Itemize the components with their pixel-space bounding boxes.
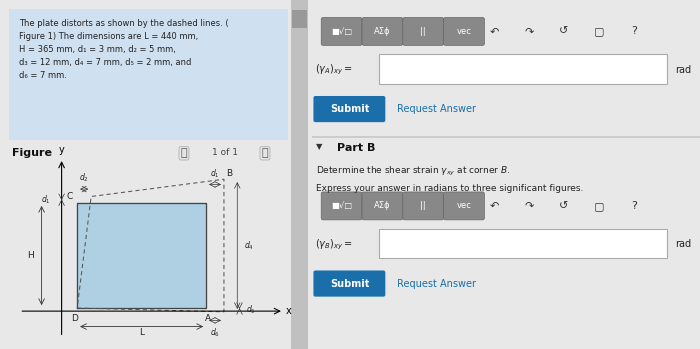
Text: B: B [226, 169, 232, 178]
FancyBboxPatch shape [314, 270, 385, 297]
FancyBboxPatch shape [292, 10, 307, 28]
FancyBboxPatch shape [402, 192, 444, 220]
Text: $d_1$: $d_1$ [41, 193, 50, 206]
Text: $d_6$: $d_6$ [210, 327, 220, 339]
Text: ↺: ↺ [559, 201, 568, 211]
Text: y: y [59, 145, 64, 155]
Text: Part B: Part B [337, 143, 375, 153]
FancyBboxPatch shape [321, 192, 362, 220]
Text: ■√□: ■√□ [331, 27, 352, 36]
Text: 〉: 〉 [262, 148, 268, 158]
Text: Express your answer in radians to three significant figures.: Express your answer in radians to three … [316, 184, 584, 193]
Text: L: L [139, 328, 144, 337]
FancyBboxPatch shape [321, 17, 362, 45]
Text: Figure: Figure [13, 148, 52, 158]
Text: D: D [71, 314, 78, 323]
Text: Request Answer: Request Answer [397, 104, 476, 114]
Text: AΣϕ: AΣϕ [374, 27, 391, 36]
Text: ||: || [420, 201, 426, 210]
Text: ↺: ↺ [559, 27, 568, 36]
Text: ■√□: ■√□ [331, 201, 352, 210]
FancyBboxPatch shape [312, 136, 700, 138]
Text: AΣϕ: AΣϕ [374, 201, 391, 210]
Text: 〈: 〈 [181, 148, 188, 158]
Text: rad: rad [675, 65, 691, 75]
Text: The plate distorts as shown by the dashed lines. (
Figure 1) The dimensions are : The plate distorts as shown by the dashe… [19, 19, 228, 80]
Text: ↷: ↷ [524, 201, 533, 211]
Text: ↶: ↶ [489, 27, 499, 36]
Text: $(\gamma_A)_{xy}=$: $(\gamma_A)_{xy}=$ [316, 62, 354, 77]
FancyBboxPatch shape [379, 229, 667, 258]
Text: $d_4$: $d_4$ [244, 239, 254, 252]
Text: rad: rad [675, 239, 691, 249]
Text: ?: ? [631, 201, 637, 211]
Text: ▢: ▢ [594, 201, 604, 211]
Text: H: H [27, 251, 34, 260]
Text: A: A [205, 314, 211, 323]
FancyBboxPatch shape [402, 17, 444, 45]
FancyBboxPatch shape [362, 17, 402, 45]
FancyBboxPatch shape [9, 9, 288, 140]
FancyBboxPatch shape [362, 192, 402, 220]
FancyBboxPatch shape [314, 96, 385, 122]
Polygon shape [77, 203, 206, 308]
Text: Submit: Submit [330, 104, 370, 114]
Text: ?: ? [631, 27, 637, 36]
FancyBboxPatch shape [291, 0, 308, 349]
Text: ||: || [420, 27, 426, 36]
FancyBboxPatch shape [444, 192, 484, 220]
Text: $(\gamma_B)_{xy}=$: $(\gamma_B)_{xy}=$ [316, 237, 354, 252]
FancyBboxPatch shape [379, 54, 667, 84]
Text: ▢: ▢ [594, 27, 604, 36]
Text: x: x [286, 306, 292, 316]
FancyBboxPatch shape [444, 17, 484, 45]
Text: ▼: ▼ [316, 142, 323, 151]
Text: 1 of 1: 1 of 1 [212, 148, 238, 157]
Text: Request Answer: Request Answer [397, 279, 476, 289]
Text: C: C [66, 192, 73, 201]
Text: Determine the shear strain $\gamma_{xy}$ at corner $B$.: Determine the shear strain $\gamma_{xy}$… [316, 165, 511, 178]
Text: $d_2$: $d_2$ [79, 172, 89, 185]
Text: vec: vec [456, 201, 471, 210]
Text: $d_5$: $d_5$ [246, 304, 256, 316]
Text: ↶: ↶ [489, 201, 499, 211]
Text: $d_1$: $d_1$ [210, 167, 220, 180]
Text: ↷: ↷ [524, 27, 533, 36]
Text: vec: vec [456, 27, 471, 36]
Text: Submit: Submit [330, 279, 370, 289]
